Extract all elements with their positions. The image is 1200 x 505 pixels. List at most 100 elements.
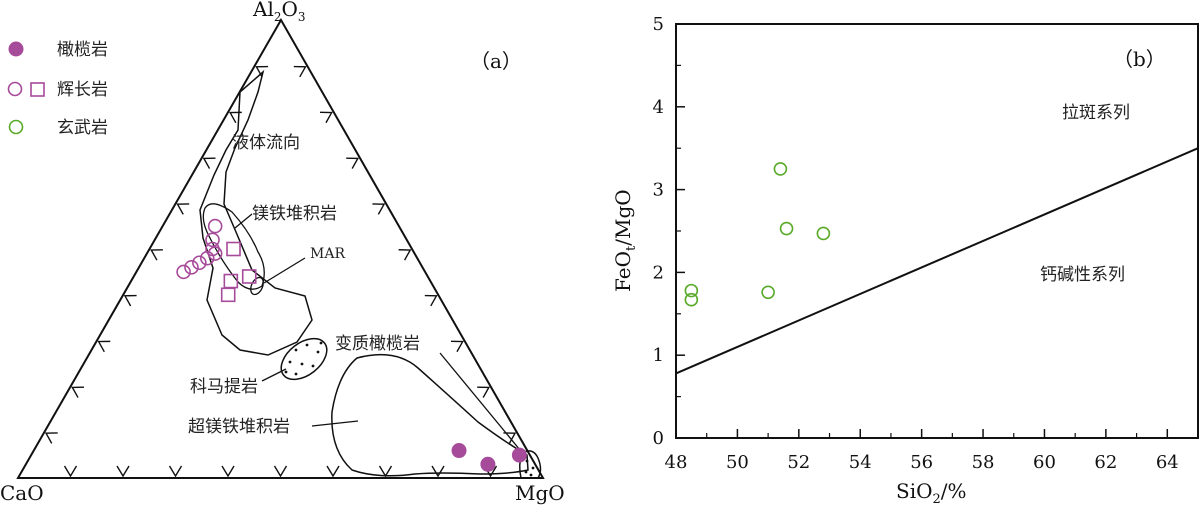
ternary-tick: [326, 465, 340, 478]
legend: 橄榄岩 辉长岩 玄武岩: [7, 40, 108, 138]
ternary-tick: [398, 249, 412, 261]
ultramafic-cumulate-field: [331, 353, 529, 477]
basalt-point: [816, 226, 831, 241]
panel-label-a: （a）: [470, 49, 522, 73]
gabbro-circle-point: [207, 218, 223, 234]
axis-ticks-b: 48 50 52 54 56 58 60 62 64 0 1 2 3 4 5: [653, 14, 1179, 473]
ternary-tick: [346, 157, 360, 169]
annotation-metamorphic-peridotite: 变质橄榄岩: [335, 334, 420, 354]
gabbro-circle-point: [192, 255, 207, 271]
legend-marker-open-circle-gabbro: [7, 81, 23, 97]
stipple-dot: [531, 466, 535, 470]
gabbro-square-point: [226, 241, 241, 257]
ternary-tick: [63, 465, 78, 478]
stipple-dot: [529, 473, 533, 477]
leader-mar: [263, 257, 306, 284]
ternary-tick: [477, 386, 491, 398]
stipple-dot: [294, 372, 298, 376]
leader-metamorphic-peridotite: [439, 352, 521, 451]
x-tick-label: 56: [910, 452, 933, 473]
ternary-tick: [202, 157, 216, 169]
stipple-dot: [311, 364, 315, 368]
boundary-line: [675, 147, 1199, 375]
leader-komatiite: [261, 368, 287, 382]
y-tick-label: 5: [653, 14, 664, 35]
annotation-komatiite: 科马提岩: [190, 377, 258, 397]
komatiite-field: [280, 337, 328, 381]
y-tick-label: 1: [653, 345, 664, 366]
peridotite-point: [451, 443, 467, 459]
panel-label-b: （b）: [1113, 47, 1166, 71]
stipple-dot: [524, 470, 528, 474]
basalt-point: [761, 285, 775, 300]
ternary-tick: [44, 432, 58, 444]
ternary-tick: [450, 340, 464, 353]
y-tick-label: 4: [653, 97, 664, 118]
ternary-tick: [273, 465, 288, 478]
stipple-dot: [305, 343, 309, 347]
ternary-tick: [176, 203, 190, 215]
plot-frame-b: [675, 23, 1199, 439]
ternary-panel-a: Al2O3 CaO MgO （a） 橄榄岩 辉长岩 玄武岩 液体流向 镁铁堆积岩…: [0, 0, 565, 505]
gabbro-circle-point: [207, 246, 223, 261]
ternary-tick: [228, 111, 242, 124]
basalt-points: [684, 162, 831, 307]
stipple-dots: [284, 341, 535, 477]
ternary-tick: [168, 465, 183, 478]
ternary-tick: [431, 465, 445, 478]
ternary-tick: [293, 65, 307, 78]
basalt-point: [779, 221, 794, 236]
annotation-ultramafic-cumulate: 超镁铁堆积岩: [188, 417, 290, 437]
ternary-tick: [97, 340, 111, 353]
gabbro-circle-point: [199, 250, 215, 266]
ternary-tick: [378, 465, 393, 478]
x-tick-label: 62: [1094, 452, 1117, 473]
legend-label-basalt: 玄武岩: [57, 118, 108, 138]
ternary-frame: [16, 17, 545, 479]
stipple-dot: [319, 341, 323, 345]
x-tick-label: 60: [1033, 452, 1056, 473]
gabbro-square-point: [220, 287, 236, 303]
x-tick-label: 50: [726, 452, 749, 473]
ternary-data-points: [176, 218, 527, 472]
stipple-dot: [288, 360, 292, 364]
peridotite-point: [480, 456, 496, 472]
annotation-mar: MAR: [310, 246, 345, 262]
stipple-dot: [294, 348, 298, 352]
stipple-dot: [300, 362, 304, 366]
gabbro-square-point: [241, 269, 257, 284]
gabbro-circle-point: [184, 260, 199, 275]
annotation-liquid-trend: 液体流向: [232, 133, 300, 153]
legend-marker-open-circle-basalt: [8, 119, 24, 135]
x-tick-label: 54: [849, 452, 872, 473]
annotation-mafic-cumulate: 镁铁堆积岩: [252, 204, 337, 224]
ternary-tick: [71, 386, 85, 398]
region-label-tholeiitic: 拉斑系列: [1062, 103, 1130, 123]
x-tick-label: 48: [665, 452, 688, 473]
liquid-trend-field: [199, 69, 313, 356]
leader-mafic-cumulate: [234, 213, 253, 229]
basalt-point: [684, 292, 699, 307]
ternary-ticks: [44, 65, 517, 478]
ternary-tick: [123, 294, 137, 307]
ternary-tick: [372, 203, 386, 215]
vertex-label-cao: CaO: [0, 481, 44, 505]
legend-label-peridotite: 橄榄岩: [57, 40, 108, 60]
basalt-point: [684, 283, 699, 298]
stipple-dot: [316, 350, 320, 354]
basalt-point: [773, 162, 788, 176]
metamorphic-peridotite-field: [518, 450, 542, 479]
x-tick-label: 58: [972, 452, 995, 473]
gabbro-circle-point: [176, 264, 191, 280]
legend-marker-open-square-gabbro: [30, 82, 45, 97]
y-tick-label: 0: [653, 428, 664, 449]
vertex-label-al2o3: Al2O3: [252, 0, 306, 24]
gabbro-square-point: [223, 273, 239, 289]
ternary-tick: [150, 249, 163, 261]
ternary-tick: [116, 465, 130, 478]
mafic-cumulate-field: [202, 203, 265, 290]
ternary-tick: [221, 465, 235, 478]
vertex-label-mgo: MgO: [515, 481, 565, 505]
ternary-tick: [319, 111, 333, 124]
